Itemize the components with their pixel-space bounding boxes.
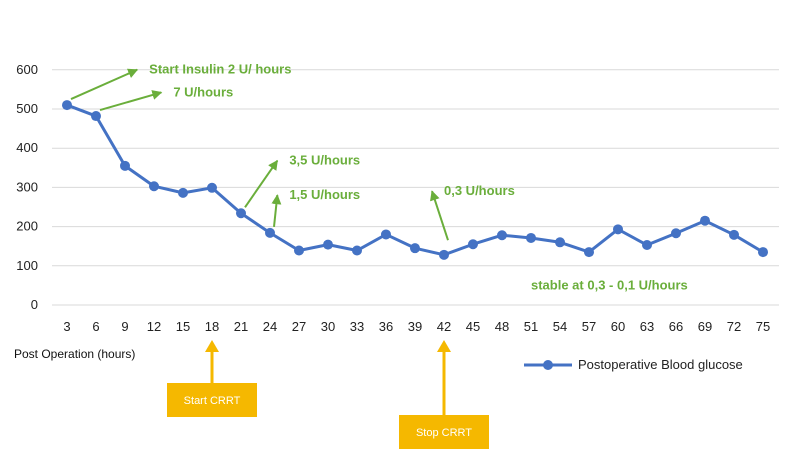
data-point <box>62 100 72 111</box>
data-point <box>584 247 594 258</box>
data-point <box>729 229 739 240</box>
series-line <box>66 103 764 257</box>
x-tick-label: 27 <box>292 319 306 334</box>
data-point <box>497 230 507 241</box>
x-tick-label: 45 <box>466 319 480 334</box>
data-point <box>439 249 449 260</box>
x-tick-label: 9 <box>121 319 128 334</box>
x-tick-label: 66 <box>669 319 683 334</box>
data-point <box>236 208 246 219</box>
data-point <box>149 181 159 192</box>
x-tick-label: 36 <box>379 319 393 334</box>
event-label: Start CRRT <box>184 395 241 407</box>
data-point <box>671 228 681 239</box>
annotation-label: 3,5 U/hours <box>289 153 360 168</box>
event-box <box>399 415 489 449</box>
series-layer <box>62 100 768 260</box>
data-point <box>294 245 304 256</box>
data-point <box>758 247 768 258</box>
x-tick-label: 48 <box>495 319 509 334</box>
event-label: Stop CRRT <box>416 427 472 439</box>
x-tick-label: 30 <box>321 319 335 334</box>
data-point <box>381 229 391 240</box>
data-point <box>468 239 478 250</box>
y-tick-label: 300 <box>16 179 38 194</box>
x-tick-label: 6 <box>92 319 99 334</box>
data-point <box>410 243 420 254</box>
annotation-arrow <box>271 194 282 227</box>
data-point <box>613 224 623 235</box>
y-axis-ticks: 0 100 200 300 400 500 600 <box>16 62 38 312</box>
data-point <box>352 245 362 256</box>
x-tick-label: 69 <box>698 319 712 334</box>
data-point <box>642 240 652 251</box>
x-tick-label: 39 <box>408 319 422 334</box>
y-tick-label: 600 <box>16 62 38 77</box>
x-tick-label: 60 <box>611 319 625 334</box>
x-tick-label: 24 <box>263 319 277 334</box>
x-tick-label: 51 <box>524 319 538 334</box>
data-point <box>207 182 217 193</box>
events-layer: Start CRRT Stop CRRT <box>167 340 489 449</box>
legend-label: Postoperative Blood glucose <box>578 357 743 372</box>
x-tick-label: 72 <box>727 319 741 334</box>
y-tick-label: 100 <box>16 258 38 273</box>
x-tick-label: 15 <box>176 319 190 334</box>
event-arrow-head <box>437 340 451 352</box>
annotation-arrow <box>70 68 139 100</box>
annotation-arrow <box>430 190 449 241</box>
x-tick-label: 12 <box>147 319 161 334</box>
event-box <box>167 383 257 417</box>
data-point <box>120 160 130 171</box>
x-tick-label: 54 <box>553 319 567 334</box>
y-tick-label: 0 <box>31 297 38 312</box>
annotation-label: 1,5 U/hours <box>289 187 360 202</box>
y-tick-label: 400 <box>16 140 38 155</box>
annotation-label: stable at 0,3 - 0,1 U/hours <box>531 277 688 292</box>
x-tick-label: 18 <box>205 319 219 334</box>
annotation-label: 7 U/hours <box>173 84 233 99</box>
x-axis-ticks: 3 6 9 12 15 18 21 24 27 30 33 36 39 42 45 48 51 54 57 60 63 6… <box>63 319 770 334</box>
annotation-label: Start Insulin 2 U/ hours <box>149 62 291 77</box>
data-point <box>178 187 188 198</box>
data-point <box>555 237 565 248</box>
x-tick-label: 33 <box>350 319 364 334</box>
y-tick-label: 200 <box>16 219 38 234</box>
x-tick-label: 63 <box>640 319 654 334</box>
data-point <box>323 239 333 250</box>
x-tick-label: 42 <box>437 319 451 334</box>
data-point <box>265 227 275 238</box>
x-tick-label: 75 <box>756 319 770 334</box>
legend-marker <box>543 360 553 370</box>
annotation-label: 0,3 U/hours <box>444 183 515 198</box>
legend: Postoperative Blood glucose <box>524 357 743 372</box>
data-point <box>526 232 536 243</box>
x-tick-label: 57 <box>582 319 596 334</box>
x-tick-label: 3 <box>63 319 70 334</box>
annotation-arrow <box>244 159 279 208</box>
x-axis-label: Post Operation (hours) <box>14 347 135 361</box>
gridlines <box>52 69 779 306</box>
annotation-arrow <box>99 90 163 112</box>
data-point <box>91 111 101 122</box>
y-tick-label: 500 <box>16 101 38 116</box>
event-arrow-head <box>205 340 219 352</box>
data-point <box>700 215 710 226</box>
annotations: Start Insulin 2 U/ hours 7 U/hours 3,5 U/h… <box>70 62 688 292</box>
x-tick-label: 21 <box>234 319 248 334</box>
